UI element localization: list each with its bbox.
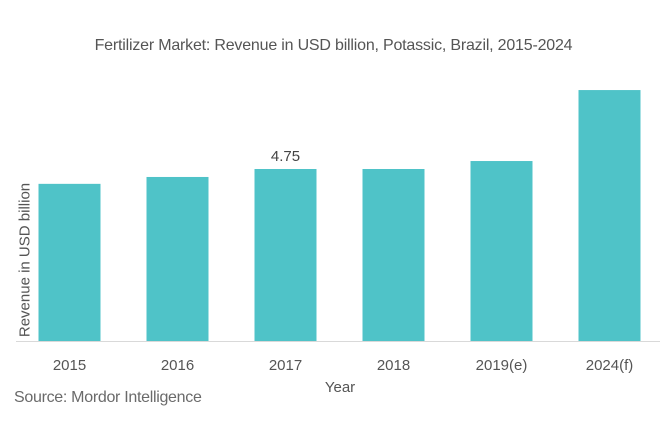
x-tick-2018: 2018	[377, 357, 410, 374]
bars-group	[38, 90, 641, 341]
data-label-2017: 4.75	[271, 148, 300, 165]
data-labels: 4.75	[271, 148, 300, 165]
source-note: Source: Mordor Intelligence	[14, 389, 202, 406]
bar-2017	[254, 169, 317, 341]
x-tick-2015: 2015	[53, 357, 86, 374]
x-tick-2019(e): 2019(e)	[476, 357, 528, 374]
x-tick-2017: 2017	[269, 357, 302, 374]
bar-2015	[38, 183, 101, 341]
bar-2024(f)	[578, 90, 641, 341]
chart-title: Fertilizer Market: Revenue in USD billio…	[94, 37, 573, 54]
x-tick-2024(f): 2024(f)	[586, 357, 634, 374]
x-tick-labels: 2015 2016 2017 2018 2019(e) 2024(f)	[53, 357, 633, 374]
x-tick-2016: 2016	[161, 357, 194, 374]
x-axis-label: Year	[324, 379, 356, 396]
bar-2016	[146, 176, 209, 341]
bar-2018	[362, 169, 425, 341]
bar-2019(e)	[470, 161, 533, 341]
